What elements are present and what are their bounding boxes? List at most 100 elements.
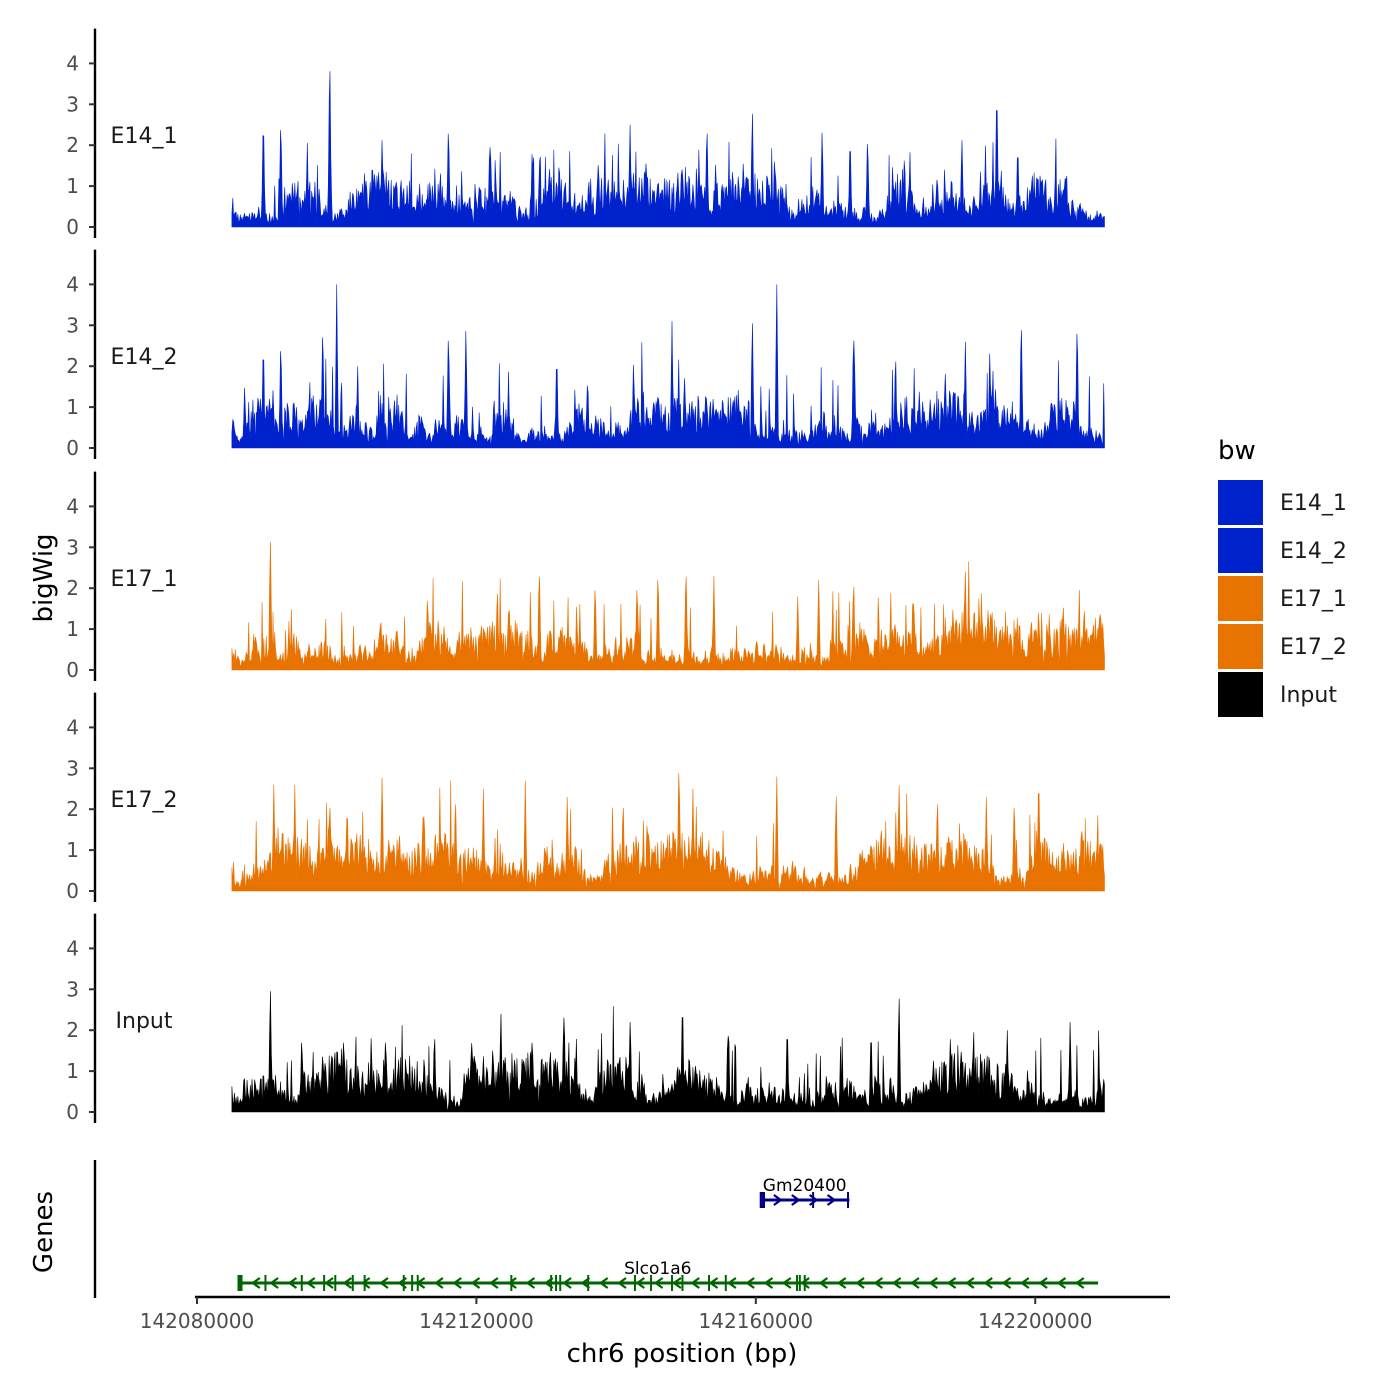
- coverage-area-E17_2: [231, 773, 1105, 892]
- strand-arrow: [800, 1277, 810, 1289]
- track-Input: 0 1 2 3 4 Input: [66, 913, 1105, 1124]
- coverage-area-E14_1: [231, 71, 1105, 228]
- y-tick-label: 2: [66, 1018, 79, 1042]
- legend-label-E14_1: E14_1: [1280, 491, 1347, 516]
- coverage-area-E17_1: [231, 541, 1105, 671]
- strand-arrow: [287, 1277, 298, 1289]
- strand-arrow: [1001, 1277, 1012, 1289]
- gene-start-block: [237, 1275, 243, 1291]
- strand-arrow: [836, 1277, 847, 1289]
- y-axis-title: bigWig: [29, 533, 59, 622]
- strand-arrow: [452, 1277, 462, 1289]
- y-tick-label: 2: [66, 576, 79, 600]
- strand-arrow: [379, 1277, 389, 1289]
- track-E17_1: 0 1 2 3 4 E17_1: [66, 471, 1105, 682]
- x-axis: chr6 position (bp) 142080000 142120000 142…: [140, 1295, 1170, 1369]
- strand-arrow: [342, 1277, 353, 1289]
- y-tick-label: 1: [66, 838, 79, 862]
- strand-arrow: [826, 1194, 837, 1206]
- strand-arrow: [470, 1277, 481, 1289]
- x-tick-label: 142080000: [140, 1309, 255, 1333]
- x-tick-label: 142160000: [699, 1309, 814, 1333]
- strand-arrow: [360, 1277, 371, 1289]
- track-label: E14_1: [111, 124, 178, 149]
- legend-swatch-E14_2: [1218, 528, 1263, 573]
- track-label: E17_2: [111, 788, 178, 813]
- y-tick-label: 4: [66, 715, 79, 739]
- gene-label: Slco1a6: [624, 1259, 691, 1279]
- strand-arrow: [781, 1277, 792, 1289]
- y-tick-label: 0: [66, 879, 79, 903]
- strand-arrow: [598, 1277, 609, 1289]
- legend: bw E14_1 E14_2 E17_1 E17_2 Input: [1218, 436, 1347, 717]
- y-tick-label: 3: [66, 535, 79, 559]
- strand-arrow: [745, 1277, 755, 1289]
- y-tick-label: 0: [66, 215, 79, 239]
- y-tick-label: 4: [66, 272, 79, 296]
- track-E17_2: 0 1 2 3 4 E17_2: [66, 692, 1105, 903]
- legend-title: bw: [1218, 436, 1256, 466]
- track-label: E17_1: [111, 567, 178, 592]
- strand-arrow: [965, 1277, 975, 1289]
- track-E14_1: 0 1 2 3 4 E14_1: [66, 28, 1105, 239]
- strand-arrow: [983, 1277, 993, 1289]
- track-label: Input: [116, 1009, 173, 1034]
- strand-arrow: [818, 1277, 829, 1289]
- strand-arrow: [708, 1277, 719, 1289]
- y-tick-label: 1: [66, 395, 79, 419]
- strand-arrow: [1019, 1277, 1030, 1289]
- y-tick-label: 1: [66, 1059, 79, 1083]
- y-tick-label: 4: [66, 936, 79, 960]
- legend-label-E17_1: E17_1: [1280, 587, 1347, 612]
- strand-arrow: [690, 1277, 700, 1289]
- strand-arrow: [855, 1277, 865, 1289]
- strand-arrow: [1038, 1277, 1048, 1289]
- y-tick-label: 2: [66, 133, 79, 157]
- strand-arrow: [324, 1277, 334, 1289]
- strand-arrow: [250, 1277, 261, 1289]
- strand-arrow: [946, 1277, 957, 1289]
- gene-annotation-panel: Genes Slco1a6 Gm20400: [29, 1160, 1099, 1298]
- y-tick-label: 0: [66, 436, 79, 460]
- coverage-area-Input: [231, 991, 1105, 1113]
- strand-arrow: [1056, 1277, 1067, 1289]
- y-tick-label: 3: [66, 92, 79, 116]
- strand-arrow: [434, 1277, 444, 1289]
- strand-arrow: [763, 1277, 774, 1289]
- strand-arrow: [809, 1194, 819, 1206]
- strand-arrow: [507, 1277, 517, 1289]
- y-tick-label: 0: [66, 1100, 79, 1124]
- y-tick-label: 4: [66, 51, 79, 75]
- strand-arrow: [928, 1277, 938, 1289]
- y-tick-label: 0: [66, 658, 79, 682]
- legend-swatch-Input: [1218, 672, 1263, 717]
- y-tick-label: 1: [66, 617, 79, 641]
- legend-label-Input: Input: [1280, 683, 1337, 708]
- strand-arrow: [562, 1277, 572, 1289]
- strand-arrow: [1074, 1277, 1085, 1289]
- coverage-tracks: 0 1 2 3 4 E14_1 0 1 2 3 4 E14_2 0 1 2 3 4 E17_1 0 1 2 3 4 E17_2…: [66, 28, 1105, 1124]
- y-tick-label: 4: [66, 494, 79, 518]
- gene-Gm20400: Gm20400: [759, 1176, 850, 1208]
- y-tick-label: 3: [66, 977, 79, 1001]
- y-tick-label: 2: [66, 797, 79, 821]
- strand-arrow: [635, 1277, 645, 1289]
- y-tick-label: 2: [66, 354, 79, 378]
- strand-arrow: [910, 1277, 920, 1289]
- strand-arrow: [617, 1277, 627, 1289]
- legend-label-E14_2: E14_2: [1280, 539, 1347, 564]
- legend-swatch-E17_1: [1218, 576, 1263, 621]
- strand-arrow: [525, 1277, 536, 1289]
- strand-arrow: [488, 1277, 499, 1289]
- gene-start-block: [760, 1192, 766, 1208]
- strand-arrow: [580, 1277, 591, 1289]
- track-E14_2: 0 1 2 3 4 E14_2: [66, 249, 1105, 460]
- strand-arrow: [873, 1277, 884, 1289]
- gene-label: Gm20400: [763, 1176, 847, 1196]
- strand-arrow: [773, 1194, 783, 1206]
- y-tick-label: 1: [66, 174, 79, 198]
- genes-axis-title: Genes: [29, 1191, 59, 1273]
- track-label: E14_2: [111, 345, 178, 370]
- strand-arrow: [672, 1277, 682, 1289]
- y-tick-label: 3: [66, 313, 79, 337]
